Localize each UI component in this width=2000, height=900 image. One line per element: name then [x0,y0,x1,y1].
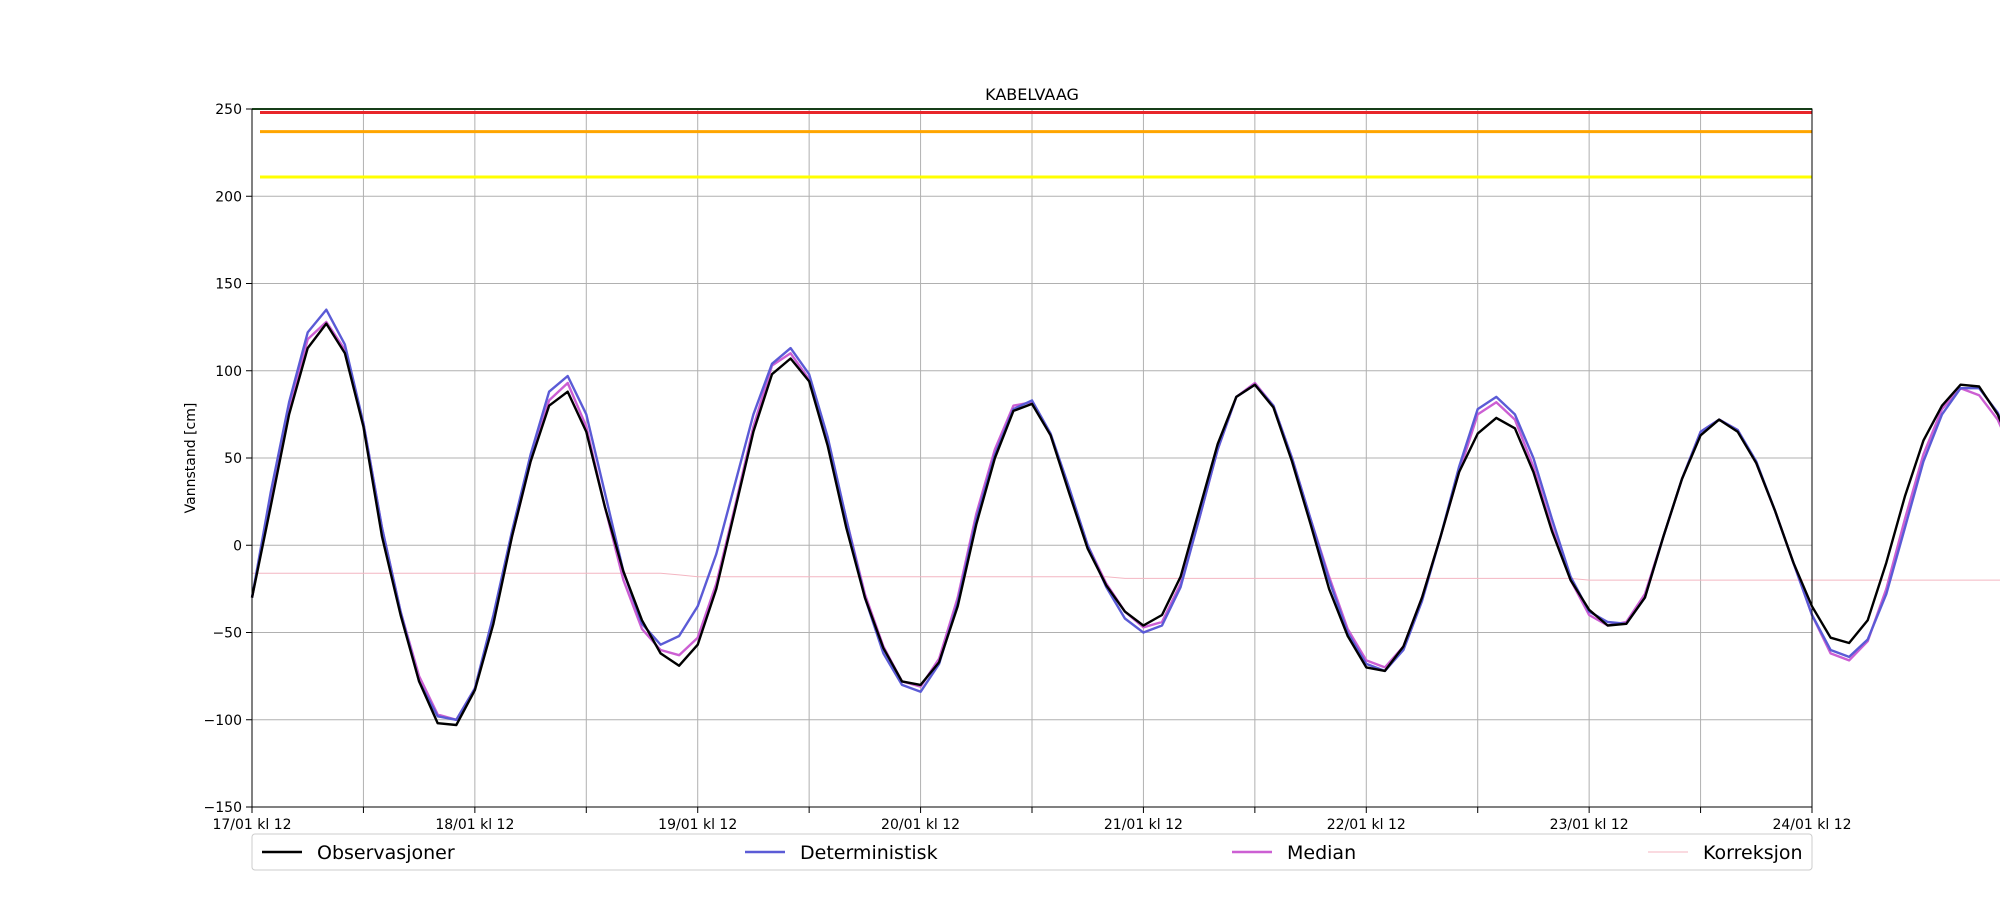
x-tick-label: 22/01 kl 12 [1327,817,1406,833]
series-line-korreksjon [252,572,2000,581]
legend-box [251,833,1813,871]
x-tick-label: 21/01 kl 12 [1104,817,1183,833]
x-tick-label: 24/01 kl 12 [1772,817,1851,833]
y-tick-label: 50 [224,451,242,467]
x-axis: 17/01 kl 12 18/01 kl 12 19/01 kl 12 20/01 k… [212,807,1852,833]
legend-label: Observasjoner [317,842,455,864]
y-tick-label: −150 [204,800,242,816]
grid [251,108,1813,808]
series-line-median [250,320,2000,721]
series-line-observasjoner [250,322,2000,727]
chart-title: KABELVAAG [985,85,1079,104]
legend-label: Korreksjon [1703,842,1803,864]
y-tick-label: 0 [233,538,242,554]
x-tick-label: 23/01 kl 12 [1550,817,1629,833]
series-line-deterministisk [250,308,2000,721]
x-tick-label: 17/01 kl 12 [212,817,291,833]
y-tick-label: 200 [215,189,242,205]
y-tick-label: 250 [215,102,242,118]
y-axis: −150 −100 −50 0 50 100 150 200 250 [204,102,252,816]
y-tick-label: 100 [215,364,242,380]
series-lines [250,308,2000,727]
y-axis-label: Vannstand [cm] [183,403,199,514]
x-tick-label: 18/01 kl 12 [435,817,514,833]
x-tick-label: 20/01 kl 12 [881,817,960,833]
legend-label: Median [1287,842,1356,864]
y-tick-label: −100 [204,713,242,729]
x-tick-label: 19/01 kl 12 [658,817,737,833]
legend: Observasjoner Deterministisk Median Korreks… [251,833,1813,871]
legend-label: Deterministisk [800,842,938,864]
y-tick-label: −50 [212,626,242,642]
y-tick-label: 150 [215,277,242,293]
